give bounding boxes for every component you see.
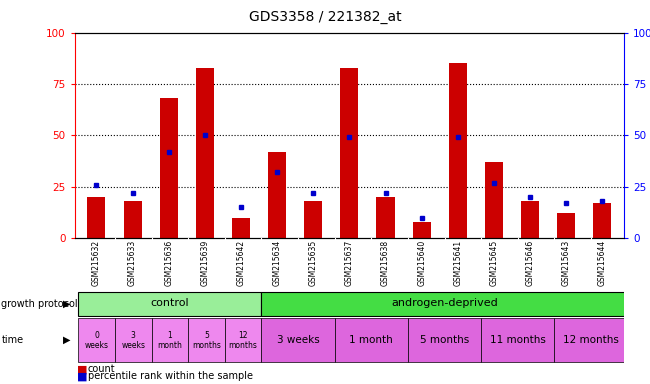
- Text: 0
weeks: 0 weeks: [84, 331, 109, 350]
- Bar: [225, 318, 261, 362]
- Text: androgen-deprived: androgen-deprived: [391, 298, 498, 308]
- Bar: [335, 318, 408, 362]
- Text: ■: ■: [77, 371, 87, 381]
- Bar: [376, 197, 395, 238]
- Bar: [232, 217, 250, 238]
- Bar: [593, 203, 612, 238]
- Bar: [413, 222, 431, 238]
- Text: growth protocol: growth protocol: [1, 299, 78, 309]
- Text: time: time: [1, 335, 23, 345]
- Bar: [79, 292, 261, 316]
- Bar: [160, 98, 177, 238]
- Bar: [448, 63, 467, 238]
- Bar: [261, 318, 335, 362]
- Text: ▶: ▶: [62, 299, 70, 309]
- Bar: [557, 214, 575, 238]
- Bar: [341, 68, 358, 238]
- Bar: [87, 197, 105, 238]
- Text: 3 weeks: 3 weeks: [277, 335, 320, 345]
- Bar: [408, 318, 481, 362]
- Bar: [304, 201, 322, 238]
- Text: ▶: ▶: [62, 335, 70, 345]
- Bar: [196, 68, 214, 238]
- Text: count: count: [88, 364, 116, 374]
- Bar: [268, 152, 286, 238]
- Bar: [79, 318, 115, 362]
- Bar: [261, 292, 628, 316]
- Text: 3
weeks: 3 weeks: [122, 331, 146, 350]
- Bar: [521, 201, 539, 238]
- Text: GDS3358 / 221382_at: GDS3358 / 221382_at: [249, 10, 401, 23]
- Bar: [554, 318, 628, 362]
- Bar: [481, 318, 554, 362]
- Text: ■: ■: [77, 364, 87, 374]
- Bar: [485, 162, 503, 238]
- Bar: [188, 318, 225, 362]
- Bar: [115, 318, 151, 362]
- Text: 1
month: 1 month: [157, 331, 183, 350]
- Text: 5
months: 5 months: [192, 331, 221, 350]
- Bar: [124, 201, 142, 238]
- Text: 11 months: 11 months: [490, 335, 546, 345]
- Text: 12 months: 12 months: [563, 335, 619, 345]
- Text: percentile rank within the sample: percentile rank within the sample: [88, 371, 253, 381]
- Bar: [151, 318, 188, 362]
- Text: 12
months: 12 months: [229, 331, 257, 350]
- Text: 5 months: 5 months: [420, 335, 469, 345]
- Text: control: control: [151, 298, 189, 308]
- Text: 1 month: 1 month: [350, 335, 393, 345]
